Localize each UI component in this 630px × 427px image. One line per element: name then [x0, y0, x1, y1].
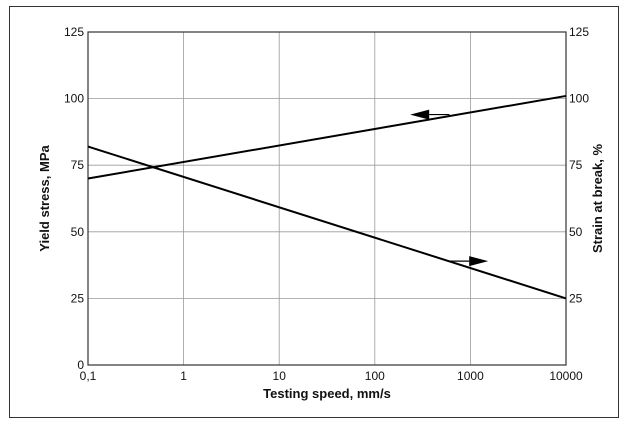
x-tick-label: 1000 [457, 369, 484, 383]
series-group [87, 94, 567, 300]
annotations-group [410, 109, 489, 267]
y-axis-title-right: Strain at break, % [590, 144, 605, 254]
x-tick-label: 1 [180, 369, 187, 383]
x-tick-label: 100 [365, 369, 385, 383]
arrow-right-icon [469, 256, 489, 267]
figure-frame [9, 6, 619, 418]
y-tick-label-left: 0 [77, 358, 84, 372]
x-axis-title: Testing speed, mm/s [263, 386, 391, 401]
y-tick-label-left: 50 [71, 225, 85, 239]
y-tick-label-left: 25 [71, 291, 85, 305]
y-tick-label-right: 100 [569, 92, 589, 106]
y-tick-labels-left: 0 25 50 75 100 125 [64, 25, 84, 372]
series-line-strain-at-break [87, 145, 567, 300]
y-tick-label-left: 100 [64, 92, 84, 106]
y-tick-label-right: 125 [569, 25, 589, 39]
y-tick-label-right: 50 [569, 225, 583, 239]
y-tick-labels-right: 25 50 75 100 125 [569, 25, 589, 305]
y-tick-label-right: 25 [569, 291, 583, 305]
y-tick-label-left: 75 [71, 158, 85, 172]
x-tick-label: 10 [273, 369, 287, 383]
arrow-left-icon [410, 109, 430, 120]
grid [88, 32, 566, 365]
y-tick-label-left: 125 [64, 25, 84, 39]
y-axis-title-left: Yield stress, MPa [37, 145, 52, 252]
plot-area [87, 31, 567, 366]
x-tick-labels: 0,1 1 10 100 1000 10000 [80, 369, 583, 383]
x-tick-label: 0,1 [80, 369, 97, 383]
x-tick-label: 10000 [549, 369, 583, 383]
series-line-yield-stress [87, 94, 567, 180]
y-tick-label-right: 75 [569, 158, 583, 172]
